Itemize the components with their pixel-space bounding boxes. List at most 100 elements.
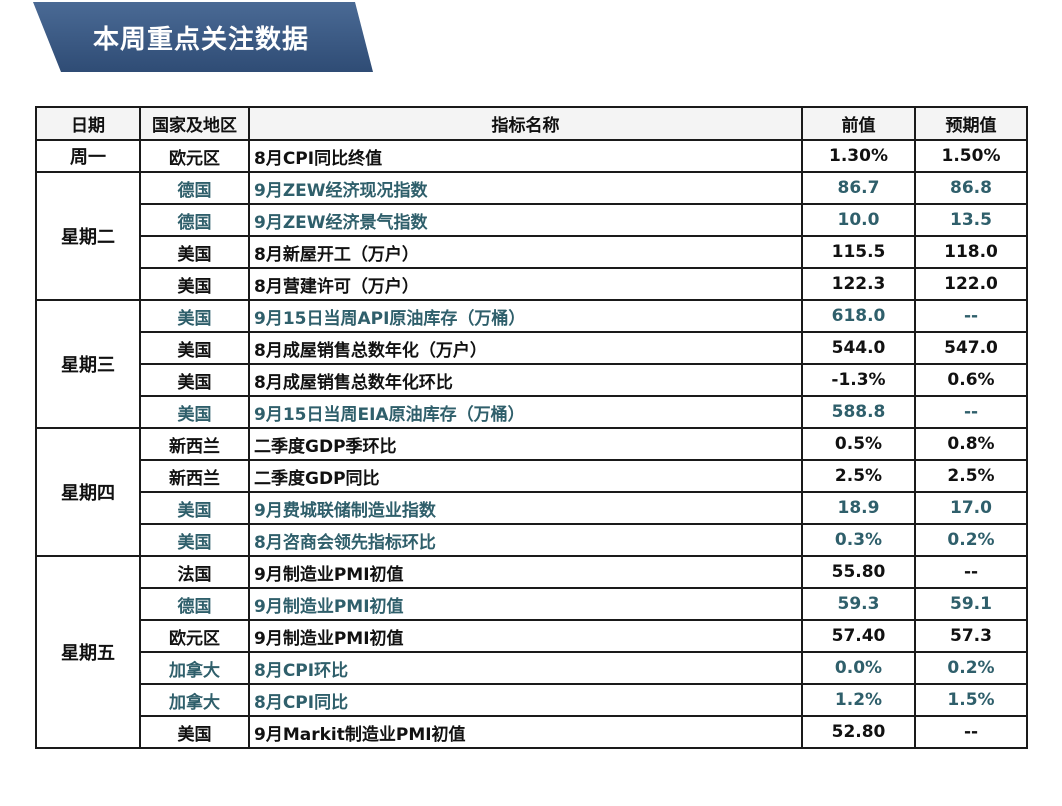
expected-value-cell: 57.3	[914, 619, 1028, 653]
header-expected: 预期值	[914, 106, 1028, 141]
country-cell: 美国	[139, 235, 250, 269]
country-cell: 德国	[139, 203, 250, 237]
indicator-cell: 8月新屋开工（万户）	[248, 235, 803, 269]
expected-value-cell: --	[914, 395, 1028, 429]
expected-value-cell: 0.2%	[914, 523, 1028, 557]
country-cell: 加拿大	[139, 683, 250, 717]
previous-value-cell: 52.80	[801, 715, 916, 749]
table-body: 周一 欧元区 8月CPI同比终值 1.30% 1.50% 星期二 德国 9月ZEW经济现况指数…	[35, 139, 1028, 749]
country-cell: 美国	[139, 299, 250, 333]
country-cell: 德国	[139, 587, 250, 621]
country-cell: 美国	[139, 395, 250, 429]
indicator-cell: 8月营建许可（万户）	[248, 267, 803, 301]
expected-value-cell: --	[914, 555, 1028, 589]
indicator-cell: 9月Markit制造业PMI初值	[248, 715, 803, 749]
expected-value-cell: --	[914, 299, 1028, 333]
table-row: 美国 8月成屋销售总数年化环比 -1.3% 0.6%	[36, 363, 1028, 397]
country-cell: 法国	[139, 555, 250, 589]
table-row: 星期四 新西兰 二季度GDP季环比 0.5% 0.8%	[35, 427, 1028, 557]
page-title: 本周重点关注数据	[93, 25, 310, 55]
previous-value-cell: 10.0	[801, 203, 916, 237]
table-row: 德国 9月制造业PMI初值 59.3 59.1	[36, 587, 1028, 621]
country-cell: 欧元区	[139, 139, 250, 173]
indicator-cell: 二季度GDP同比	[248, 459, 803, 493]
expected-value-cell: 547.0	[914, 331, 1028, 365]
expected-value-cell: 0.6%	[914, 363, 1028, 397]
header-date: 日期	[35, 106, 141, 141]
country-cell: 美国	[139, 267, 250, 301]
country-cell: 加拿大	[139, 651, 250, 685]
day-cell: 星期三	[35, 299, 141, 429]
previous-value-cell: 1.2%	[801, 683, 916, 717]
indicator-cell: 9月15日当周EIA原油库存（万桶）	[248, 395, 803, 429]
country-cell: 德国	[139, 171, 250, 205]
indicator-cell: 8月成屋销售总数年化（万户）	[248, 331, 803, 365]
table-row: 新西兰 二季度GDP同比 2.5% 2.5%	[36, 459, 1028, 493]
table-row: 美国 8月咨商会领先指标环比 0.3% 0.2%	[36, 523, 1028, 557]
expected-value-cell: 122.0	[914, 267, 1028, 301]
expected-value-cell: 17.0	[914, 491, 1028, 525]
table-row: 美国 9月15日当周EIA原油库存（万桶） 588.8 --	[36, 395, 1028, 429]
table-row: 美国 8月营建许可（万户） 122.3 122.0	[36, 267, 1028, 301]
country-cell: 美国	[139, 331, 250, 365]
country-cell: 新西兰	[139, 459, 250, 493]
indicator-cell: 8月CPI同比终值	[248, 139, 803, 173]
indicator-cell: 8月CPI同比	[248, 683, 803, 717]
table-row: 星期二 德国 9月ZEW经济现况指数 86.7 86.8	[35, 171, 1028, 301]
table-row: 美国 9月Markit制造业PMI初值 52.80 --	[36, 715, 1028, 749]
header-country: 国家及地区	[139, 106, 250, 141]
previous-value-cell: 544.0	[801, 331, 916, 365]
day-cell: 星期二	[35, 171, 141, 301]
indicator-cell: 8月成屋销售总数年化环比	[248, 363, 803, 397]
table-header-row: 日期 国家及地区 指标名称 前值 预期值	[35, 106, 1028, 141]
indicator-cell: 9月ZEW经济景气指数	[248, 203, 803, 237]
indicator-cell: 9月ZEW经济现况指数	[248, 171, 803, 205]
expected-value-cell: 1.50%	[914, 139, 1028, 173]
table-row: 美国 8月新屋开工（万户） 115.5 118.0	[36, 235, 1028, 269]
expected-value-cell: --	[914, 715, 1028, 749]
expected-value-cell: 59.1	[914, 587, 1028, 621]
previous-value-cell: 55.80	[801, 555, 916, 589]
expected-value-cell: 2.5%	[914, 459, 1028, 493]
previous-value-cell: 1.30%	[801, 139, 916, 173]
previous-value-cell: 0.3%	[801, 523, 916, 557]
expected-value-cell: 118.0	[914, 235, 1028, 269]
previous-value-cell: 618.0	[801, 299, 916, 333]
indicator-cell: 8月CPI环比	[248, 651, 803, 685]
previous-value-cell: 122.3	[801, 267, 916, 301]
title-banner: 本周重点关注数据	[33, 2, 373, 72]
table-row: 美国 8月成屋销售总数年化（万户） 544.0 547.0	[36, 331, 1028, 365]
indicator-cell: 9月制造业PMI初值	[248, 587, 803, 621]
header-previous: 前值	[801, 106, 916, 141]
table-row: 加拿大 8月CPI同比 1.2% 1.5%	[36, 683, 1028, 717]
previous-value-cell: 588.8	[801, 395, 916, 429]
table-row: 星期三 美国 9月15日当周API原油库存（万桶） 618.0 --	[35, 299, 1028, 429]
header-indicator: 指标名称	[248, 106, 803, 141]
previous-value-cell: 115.5	[801, 235, 916, 269]
country-cell: 美国	[139, 491, 250, 525]
country-cell: 美国	[139, 523, 250, 557]
indicator-cell: 9月15日当周API原油库存（万桶）	[248, 299, 803, 333]
country-cell: 欧元区	[139, 619, 250, 653]
expected-value-cell: 0.2%	[914, 651, 1028, 685]
day-cell: 星期四	[35, 427, 141, 557]
previous-value-cell: 59.3	[801, 587, 916, 621]
day-cell: 星期五	[35, 555, 141, 749]
expected-value-cell: 86.8	[914, 171, 1028, 205]
previous-value-cell: 86.7	[801, 171, 916, 205]
table-row: 欧元区 9月制造业PMI初值 57.40 57.3	[36, 619, 1028, 653]
table-row: 美国 9月费城联储制造业指数 18.9 17.0	[36, 491, 1028, 525]
country-cell: 美国	[139, 363, 250, 397]
indicator-cell: 8月咨商会领先指标环比	[248, 523, 803, 557]
country-cell: 新西兰	[139, 427, 250, 461]
previous-value-cell: 2.5%	[801, 459, 916, 493]
indicator-cell: 9月制造业PMI初值	[248, 555, 803, 589]
banner-shape	[33, 2, 373, 72]
previous-value-cell: 0.0%	[801, 651, 916, 685]
indicator-cell: 9月制造业PMI初值	[248, 619, 803, 653]
expected-value-cell: 0.8%	[914, 427, 1028, 461]
previous-value-cell: 0.5%	[801, 427, 916, 461]
table-row: 星期五 法国 9月制造业PMI初值 55.80 --	[35, 555, 1028, 749]
indicator-cell: 9月费城联储制造业指数	[248, 491, 803, 525]
day-cell: 周一	[35, 139, 141, 173]
